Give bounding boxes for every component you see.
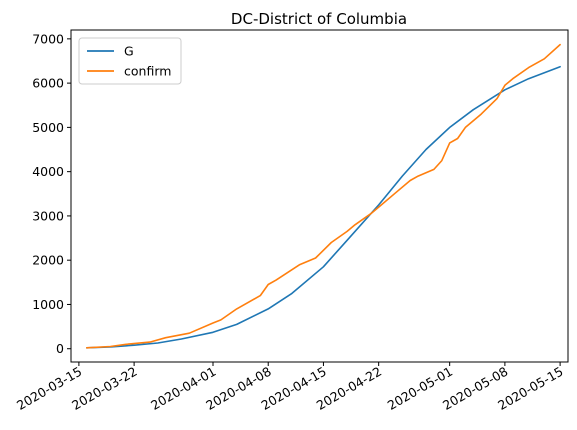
y-tick-label: 5000 (32, 120, 64, 135)
legend-box (78, 37, 182, 85)
chart-title: DC-District of Columbia (231, 10, 407, 28)
series-line-confirm (86, 43, 561, 349)
y-axis: 0 1000 2000 3000 4000 5000 6000 7000 (32, 31, 71, 356)
y-tick-label: 6000 (32, 76, 64, 91)
legend-label: G (124, 44, 134, 59)
y-tick-label: 2000 (32, 253, 64, 268)
y-tick-label: 4000 (32, 164, 64, 179)
legend-label: confirm (124, 64, 171, 79)
y-tick-label: 0 (56, 341, 64, 356)
y-tick-label: 7000 (32, 31, 64, 46)
axes-frame (70, 29, 569, 363)
y-tick-label: 1000 (32, 297, 64, 312)
y-tick-label: 3000 (32, 208, 64, 223)
series-line-g (86, 65, 561, 349)
series-layer (86, 43, 561, 349)
